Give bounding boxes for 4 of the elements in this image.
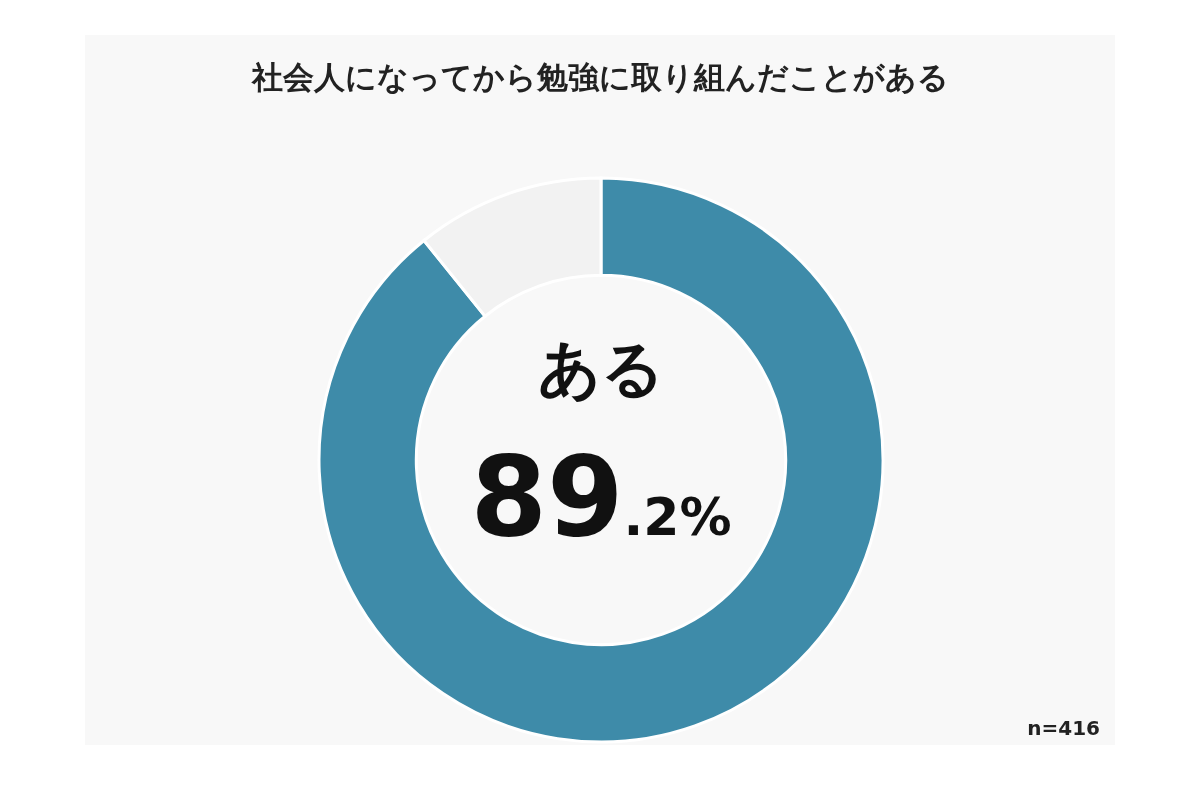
text: n=416 [1027, 716, 1100, 740]
slice-label: ある [538, 332, 664, 405]
data-label: 89.2% [470, 433, 732, 561]
chart-title: 社会人になってから勉強に取り組んだことがある [250, 59, 949, 95]
